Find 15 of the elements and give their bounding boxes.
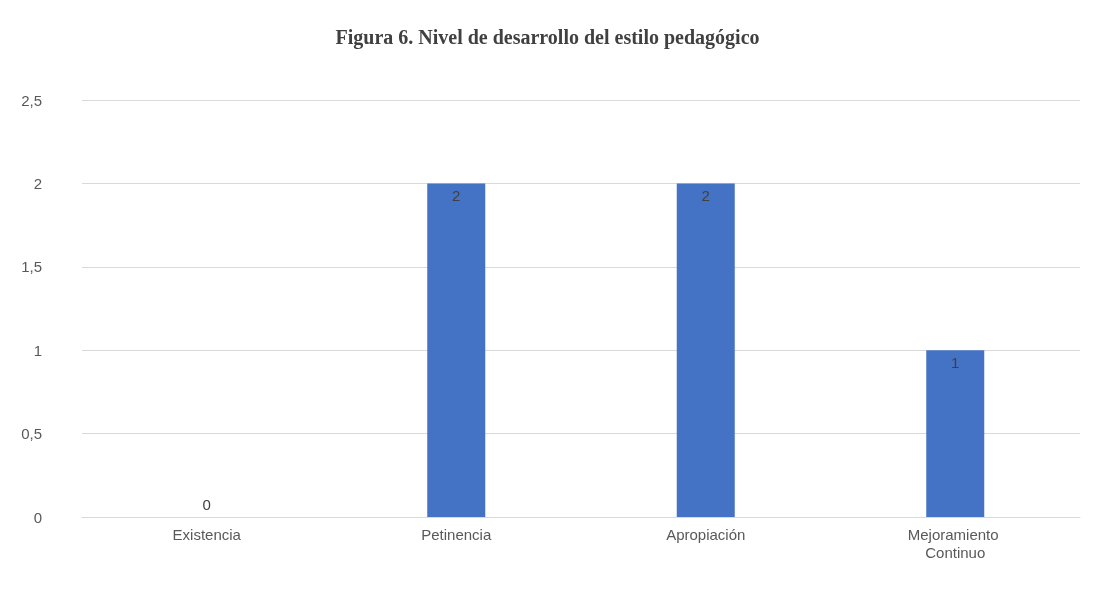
y-tick-label: 2 — [33, 174, 42, 192]
data-label: 2 — [701, 187, 710, 205]
y-tick-label: 2,5 — [21, 91, 42, 109]
data-label: 0 — [202, 496, 211, 513]
chart-title: Figura 6. Nivel de desarrollo del estilo pedagógico — [335, 26, 760, 49]
x-tick-label: Apropiación — [666, 525, 746, 543]
x-tick-label: Mejoramiento Continuo — [907, 525, 1003, 561]
data-label: 2 — [452, 187, 461, 205]
y-tick-label: 1 — [33, 341, 42, 359]
x-tick-label: Existencia — [172, 525, 242, 543]
data-label: 1 — [951, 354, 960, 372]
y-tick-label: 0,5 — [21, 425, 42, 443]
x-tick-label: Petinencia — [421, 525, 492, 543]
y-tick-label: 0 — [33, 508, 42, 526]
y-tick-label: 1,5 — [21, 258, 42, 276]
